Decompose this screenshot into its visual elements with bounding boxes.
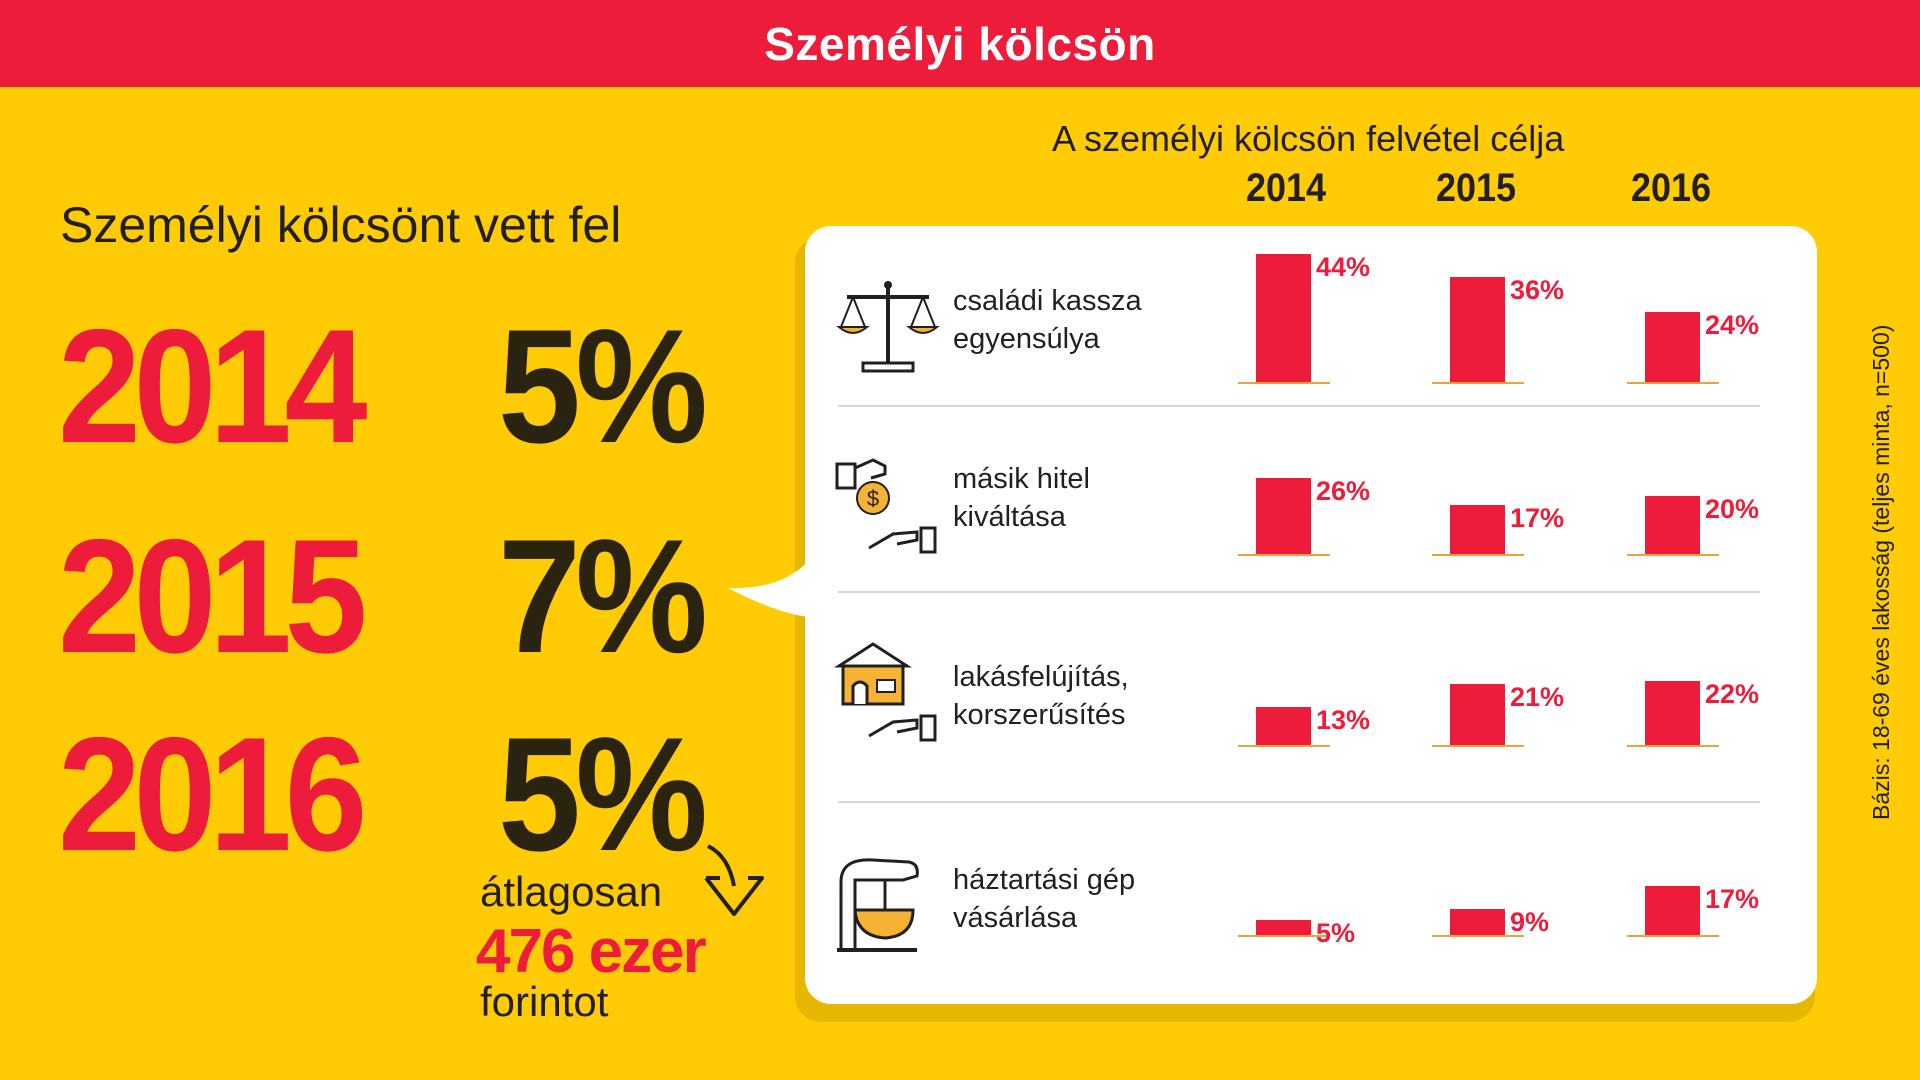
bar-baseline bbox=[1627, 745, 1719, 747]
row-label-line: korszerűsítés bbox=[953, 699, 1126, 731]
bar-2016 bbox=[1645, 886, 1700, 935]
bar-baseline bbox=[1238, 554, 1330, 556]
row-label-line: vásárlása bbox=[953, 902, 1078, 934]
bar-value-label: 17% bbox=[1510, 503, 1565, 533]
bar-baseline bbox=[1238, 382, 1330, 384]
bar-value-label: 24% bbox=[1705, 310, 1760, 340]
row-label-refinance: másik hitel kiváltása bbox=[953, 460, 1193, 536]
bar-value-label: 5% bbox=[1316, 918, 1356, 948]
curved-arrow-down-icon bbox=[704, 844, 764, 916]
footnote: Bázis: 18-69 éves lakosság (teljes minta… bbox=[1868, 324, 1894, 820]
bar-baseline bbox=[1432, 745, 1524, 747]
house-hand-icon bbox=[833, 642, 937, 742]
bar-2016 bbox=[1645, 312, 1700, 382]
stat-percent: 5% bbox=[498, 704, 708, 885]
stat-row-2014: 2014 5% bbox=[58, 296, 720, 477]
bar-value-label: 21% bbox=[1510, 682, 1565, 712]
divider bbox=[838, 405, 1760, 407]
svg-text:$: $ bbox=[867, 486, 879, 511]
bar-2015 bbox=[1450, 277, 1505, 382]
stand-mixer-icon bbox=[837, 858, 919, 952]
year-header-2015: 2015 bbox=[1435, 166, 1517, 210]
bar-value-label: 22% bbox=[1705, 679, 1760, 709]
row-label-line: egyensúlya bbox=[953, 323, 1100, 355]
scales-icon bbox=[836, 281, 940, 373]
bar-value-label: 20% bbox=[1705, 494, 1760, 524]
bar-2016 bbox=[1645, 681, 1700, 745]
stat-percent: 5% bbox=[498, 296, 708, 477]
stat-year: 2016 bbox=[58, 704, 367, 885]
bar-value-label: 26% bbox=[1316, 476, 1371, 506]
bar-baseline bbox=[1238, 935, 1330, 937]
bar-2014 bbox=[1256, 920, 1311, 935]
row-label-line: családi kassza bbox=[953, 285, 1142, 317]
divider bbox=[838, 591, 1760, 593]
row-label-line: másik hitel bbox=[953, 463, 1090, 495]
stat-year: 2015 bbox=[58, 506, 367, 687]
bar-baseline bbox=[1627, 554, 1719, 556]
bar-value-label: 36% bbox=[1510, 275, 1565, 305]
average-label: átlagosan bbox=[480, 868, 663, 915]
bar-baseline bbox=[1432, 554, 1524, 556]
chart-title: A személyi kölcsön felvétel célja bbox=[1052, 118, 1565, 159]
bar-2014 bbox=[1256, 254, 1311, 382]
money-hand-icon: $ bbox=[835, 458, 937, 554]
stat-year: 2014 bbox=[58, 296, 367, 477]
stat-row-2016: 2016 5% bbox=[58, 704, 720, 885]
speech-bubble-tail bbox=[728, 530, 830, 619]
divider bbox=[838, 801, 1760, 803]
bar-2015 bbox=[1450, 505, 1505, 554]
bar-2016 bbox=[1645, 496, 1700, 554]
row-label-line: kiváltása bbox=[953, 501, 1066, 533]
year-header-2014: 2014 bbox=[1245, 166, 1327, 210]
average-amount: 476 ezer bbox=[476, 917, 707, 986]
bar-2015 bbox=[1450, 684, 1505, 745]
stat-percent: 7% bbox=[498, 506, 708, 687]
bar-2014 bbox=[1256, 478, 1311, 554]
bar-baseline bbox=[1432, 935, 1524, 937]
page-title: Személyi kölcsön bbox=[764, 17, 1156, 70]
stat-row-2015: 2015 7% bbox=[58, 506, 720, 687]
bar-value-label: 9% bbox=[1510, 907, 1550, 937]
bar-value-label: 44% bbox=[1316, 252, 1371, 282]
average-unit: forintot bbox=[480, 978, 609, 1025]
row-label-home-renovation: lakásfelújítás, korszerűsítés bbox=[953, 658, 1193, 734]
year-header-2016: 2016 bbox=[1630, 166, 1712, 210]
row-label-line: háztartási gép bbox=[953, 864, 1136, 896]
left-heading: Személyi kölcsönt vett fel bbox=[60, 197, 622, 253]
row-label-line: lakásfelújítás, bbox=[953, 661, 1129, 693]
bar-2014 bbox=[1256, 707, 1311, 745]
bar-baseline bbox=[1238, 745, 1330, 747]
bar-baseline bbox=[1627, 935, 1719, 937]
bar-baseline bbox=[1627, 382, 1719, 384]
bar-2015 bbox=[1450, 909, 1505, 935]
bar-baseline bbox=[1432, 382, 1524, 384]
bar-value-label: 13% bbox=[1316, 705, 1371, 735]
header-bar: Személyi kölcsön bbox=[0, 0, 1920, 87]
row-label-family-budget: családi kassza egyensúlya bbox=[953, 282, 1193, 358]
row-label-appliance: háztartási gép vásárlása bbox=[953, 861, 1193, 937]
bar-value-label: 17% bbox=[1705, 884, 1760, 914]
